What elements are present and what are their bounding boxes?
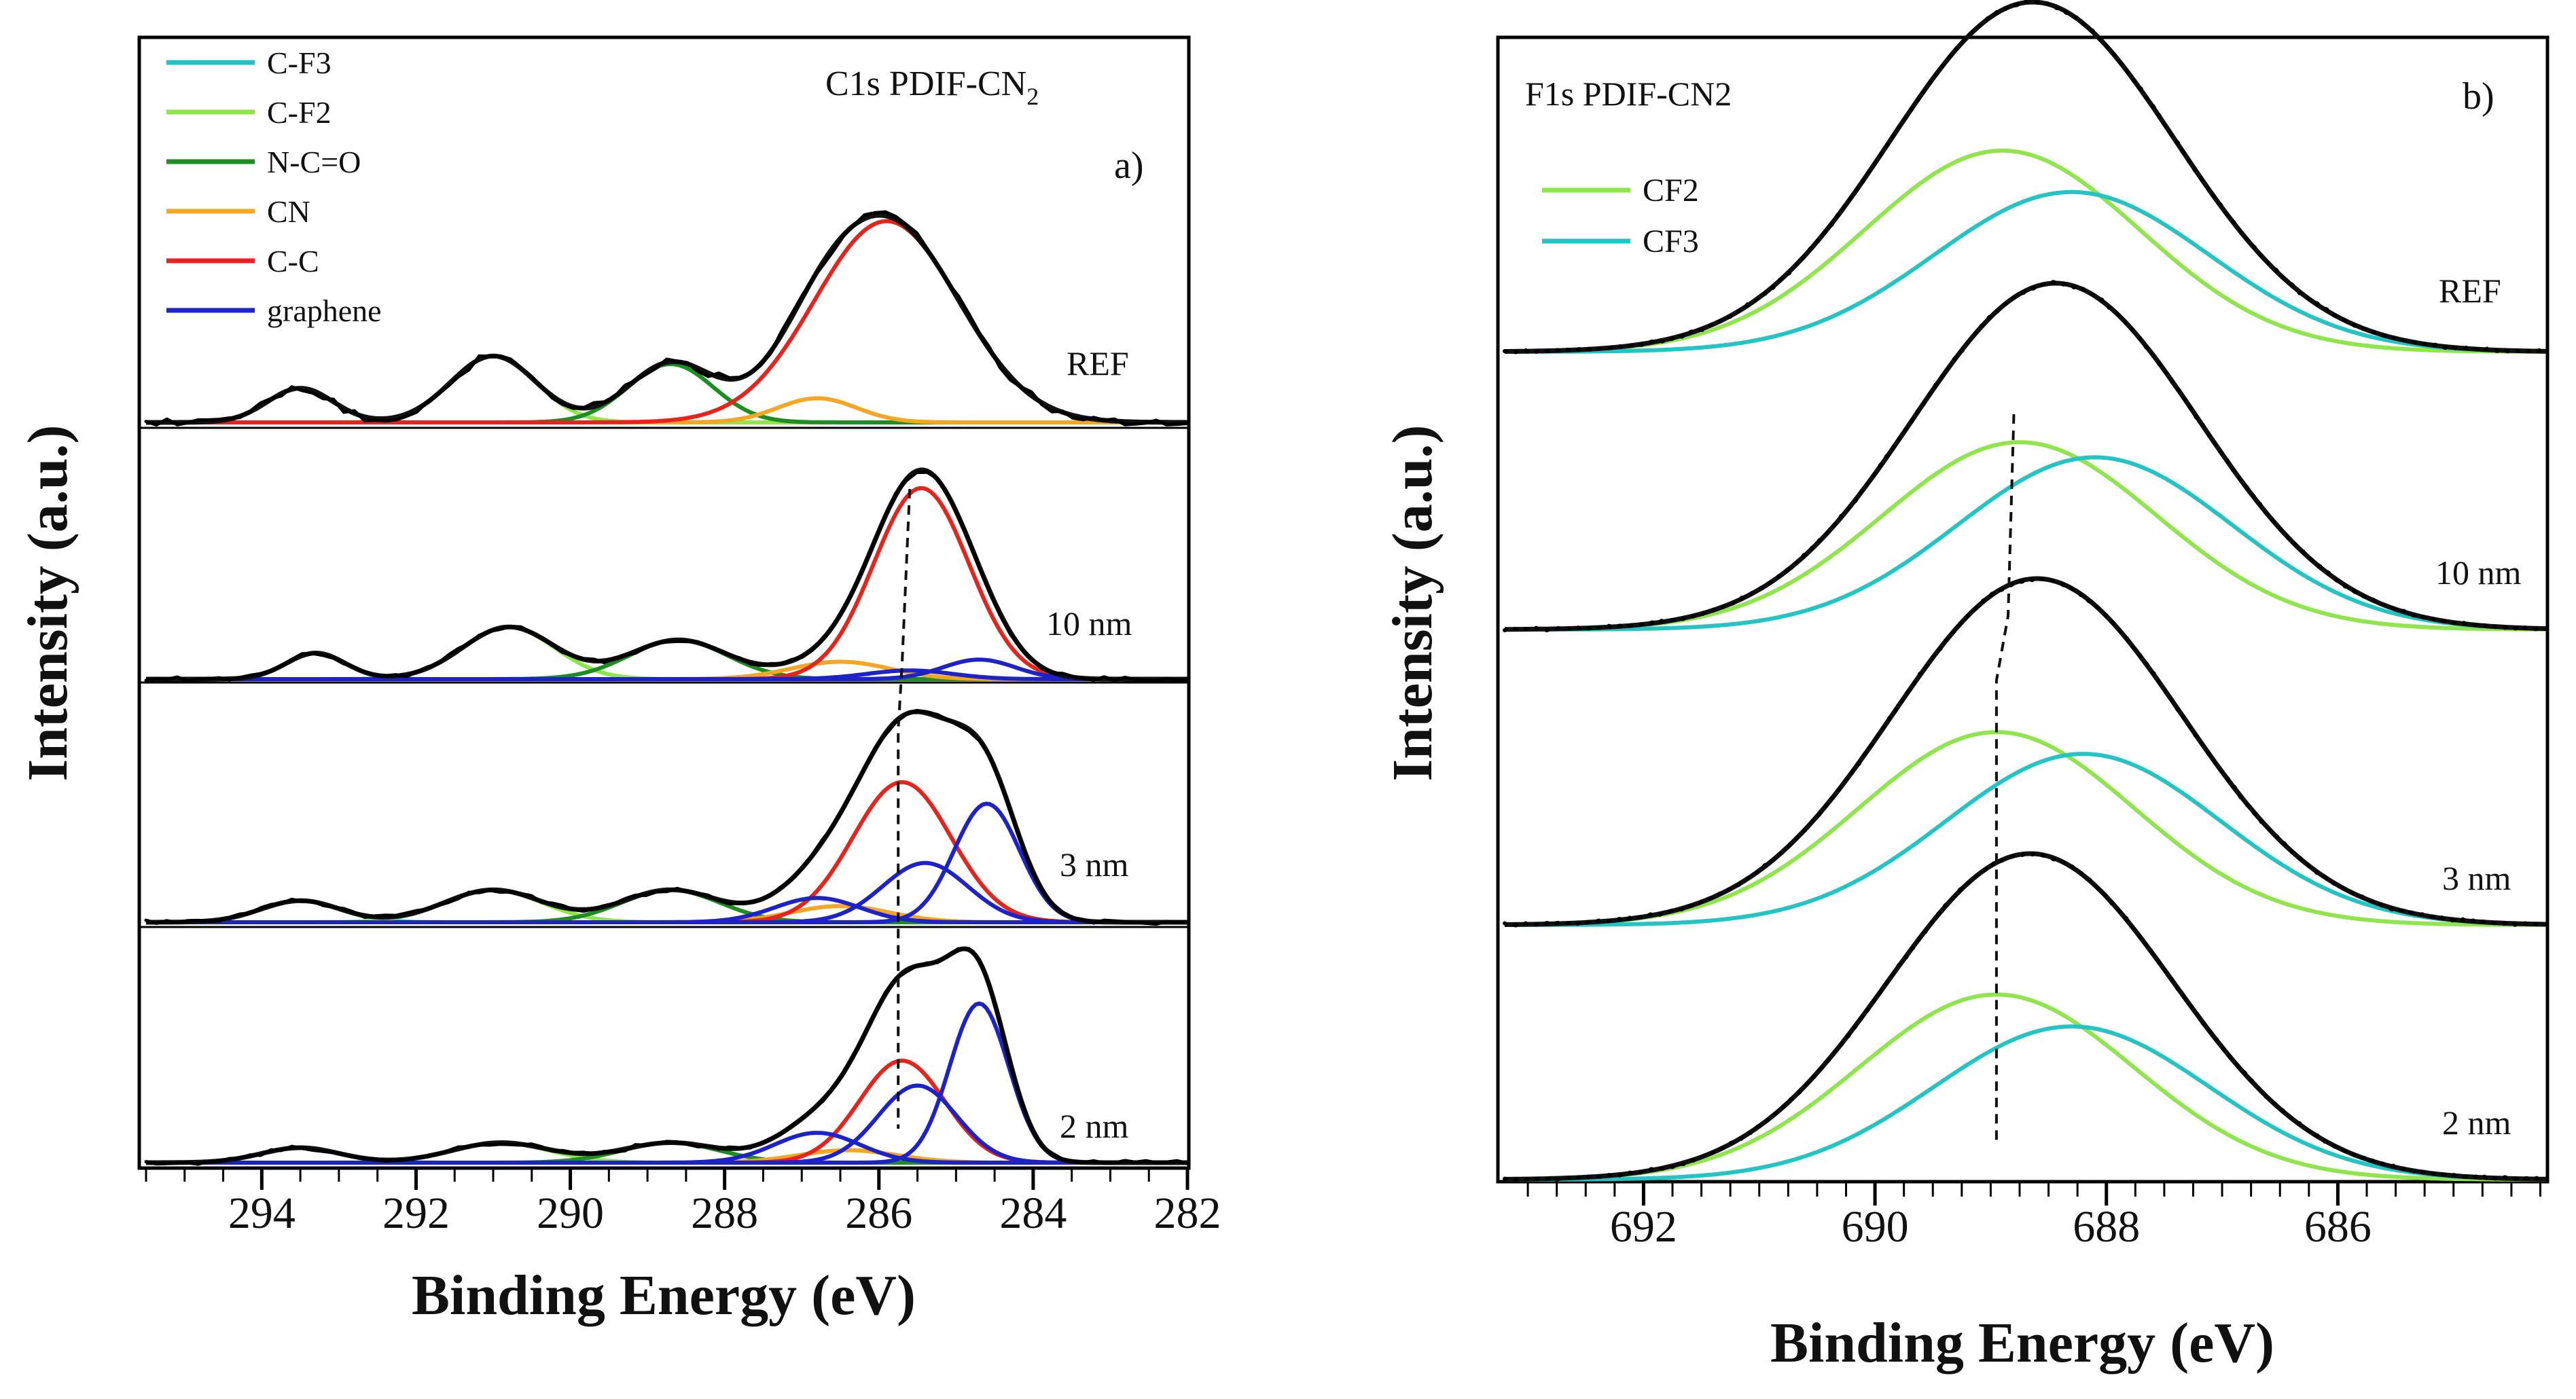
panel-a-measured-data bbox=[144, 708, 1189, 926]
panel-a-spectrum-label: 2 nm bbox=[1060, 1107, 1129, 1145]
panel-b-tick-label: 690 bbox=[1842, 1202, 1909, 1252]
panel-a-x-axis-title: Binding Energy (eV) bbox=[412, 1264, 916, 1327]
panel-a-fit-envelope bbox=[146, 213, 1188, 425]
panel-b-tick-label: 692 bbox=[1610, 1202, 1677, 1252]
panel-b-measured-data bbox=[1503, 280, 2548, 632]
panel-a-legend-label: C-F3 bbox=[267, 46, 332, 80]
panel-b-title: F1s PDIF-CN2 bbox=[1525, 75, 1732, 113]
panel-b-component-cf2 bbox=[1505, 440, 2546, 632]
panel-b-component-cf3 bbox=[1504, 189, 2547, 354]
panel-b-fit-envelope bbox=[1504, 851, 2546, 1182]
panel-a-spectrum-label: 3 nm bbox=[1060, 846, 1129, 884]
panel-a-x-axis: 294 292 290 288 286 284 282 bbox=[145, 1168, 1221, 1238]
panel-b-component-cf2 bbox=[1505, 992, 2546, 1182]
panel-a-legend-label: N-C=O bbox=[267, 145, 361, 179]
panel-b-x-axis-title: Binding Energy (eV) bbox=[1770, 1311, 2274, 1375]
panel-a-measured-data bbox=[144, 210, 1189, 427]
panel-a-fit-envelope bbox=[146, 467, 1187, 682]
panel-b-label: b) bbox=[2463, 75, 2494, 117]
panel-b-component-cf2 bbox=[1504, 148, 2546, 354]
panel-a-tick-label: 292 bbox=[382, 1188, 450, 1238]
panel-a-spectrum-label: 10 nm bbox=[1046, 604, 1132, 642]
panel-a-legend-label: C-F2 bbox=[267, 95, 332, 130]
panel-b-component-cf3 bbox=[1505, 455, 2547, 632]
panel-b-spectrum-label: 2 nm bbox=[2442, 1104, 2511, 1142]
panel-a-component-graphene bbox=[146, 1001, 1187, 1165]
panel-b-spectrum-label: REF bbox=[2439, 272, 2501, 310]
panel-a-spectra bbox=[144, 210, 1189, 1166]
panel-b-component-cf3 bbox=[1505, 752, 2547, 927]
panel-a-legend-label: CN bbox=[267, 194, 310, 229]
panel-a-label: a) bbox=[1114, 145, 1144, 187]
panel-b-component-cf2 bbox=[1505, 729, 2546, 927]
panel-a-legend-label: graphene bbox=[267, 293, 382, 328]
panel-a-component-c-c bbox=[146, 486, 1187, 681]
panel-b-spectrum-label: 10 nm bbox=[2435, 553, 2522, 592]
panel-b-measured-data bbox=[1503, 0, 2548, 355]
panel-b-y-axis-title: Intensity (a.u.) bbox=[1381, 424, 1444, 781]
panel-a-tick-label: 294 bbox=[228, 1188, 296, 1238]
panel-a-measured-data bbox=[144, 947, 1189, 1166]
panel-a-frame bbox=[137, 35, 1191, 1170]
panel-b-x-axis: 692 690 688 686 bbox=[1526, 1182, 2541, 1252]
panel-a-tick-label: 282 bbox=[1154, 1188, 1221, 1238]
panel-a-tick-label: 284 bbox=[999, 1188, 1067, 1238]
panel-b-component-cf3 bbox=[1504, 1024, 2546, 1182]
panel-a-tick-label: 290 bbox=[537, 1188, 604, 1238]
panel-a-guide-line bbox=[897, 488, 912, 1129]
panel-a-legend: C-F3 C-F2 N-C=O CN C-C graphene bbox=[166, 46, 382, 328]
panel-b-tick-label: 686 bbox=[2304, 1202, 2372, 1252]
panel-a-c1s: 294 292 290 288 286 284 282 C-F3 C-F2 N-C=O CN C-C… bbox=[16, 35, 1221, 1327]
panel-a-legend-label: C-C bbox=[267, 244, 319, 278]
panel-b-spectrum-label: 3 nm bbox=[2442, 859, 2511, 897]
panel-b-measured-data bbox=[1503, 575, 2548, 928]
panel-b-spectra bbox=[1503, 0, 2548, 1183]
panel-a-measured-data bbox=[144, 470, 1189, 683]
panel-a-tick-label: 288 bbox=[691, 1188, 758, 1238]
panel-b-frame bbox=[1496, 35, 2550, 1184]
panel-a-component-graphene bbox=[146, 801, 1187, 924]
panel-a-y-axis-title: Intensity (a.u.) bbox=[16, 424, 79, 781]
panel-b-tick-label: 688 bbox=[2073, 1202, 2140, 1252]
panel-b-legend-label: CF2 bbox=[1643, 172, 1699, 208]
panel-b-legend-label: CF3 bbox=[1643, 223, 1699, 259]
panel-b-measured-data bbox=[1503, 851, 2548, 1183]
panel-a-spectrum-label: REF bbox=[1067, 344, 1129, 382]
panel-a-tick-label: 286 bbox=[845, 1188, 912, 1238]
panel-b-guide-line bbox=[1994, 414, 2016, 1146]
panel-a-component-graphene bbox=[146, 657, 1187, 681]
panel-b-fit-envelope bbox=[1504, 576, 2547, 927]
panel-a-title: C1s PDIF-CN2 bbox=[825, 65, 1039, 110]
